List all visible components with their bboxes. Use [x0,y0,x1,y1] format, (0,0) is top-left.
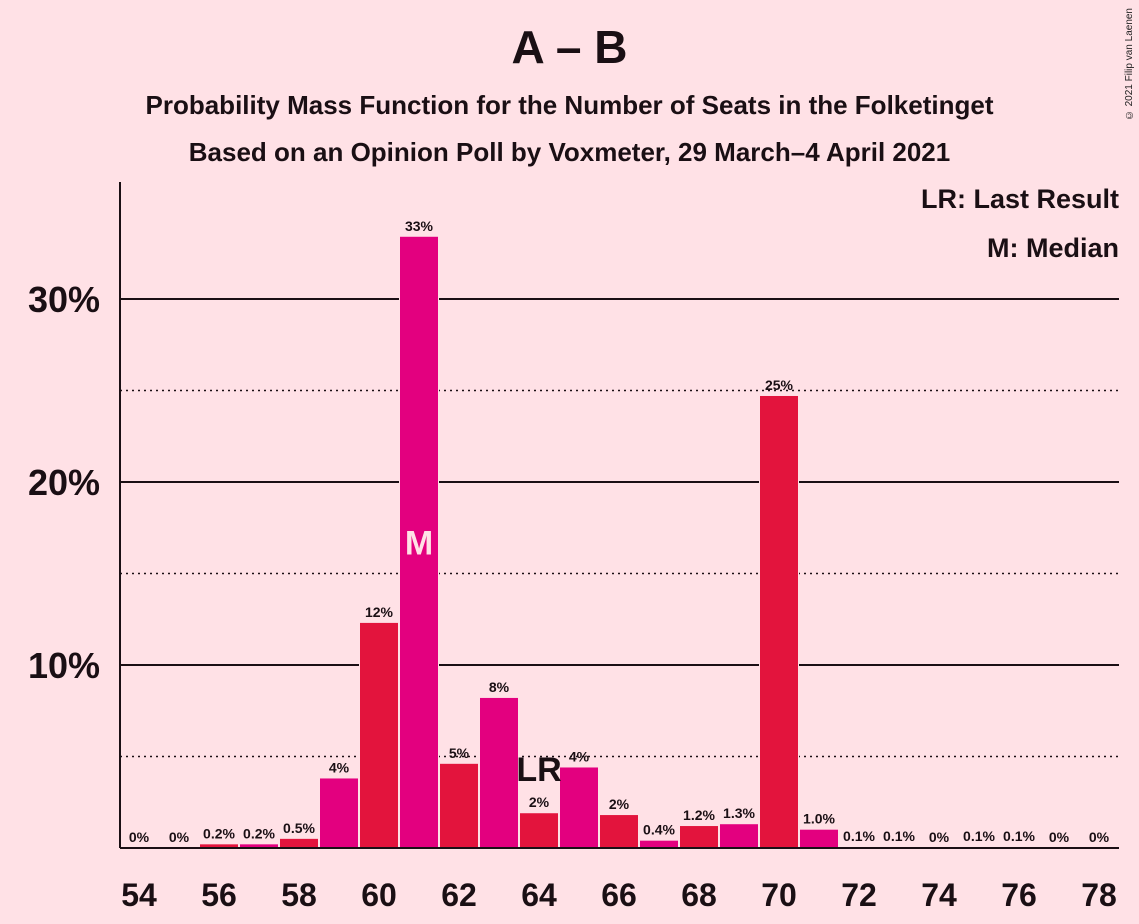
x-tick-label: 54 [121,877,157,913]
chart-title: A – B [511,21,628,73]
data-label: 0.1% [883,828,915,844]
data-label: 0% [1089,829,1110,845]
data-label: 1.2% [683,807,715,823]
data-label: 8% [489,679,510,695]
x-tick-label: 76 [1001,877,1037,913]
bar [720,824,758,848]
data-label: 0.1% [843,828,875,844]
bar [320,778,358,848]
data-label: 0% [929,829,950,845]
bar [280,838,318,848]
data-label: 4% [329,759,350,775]
x-tick-label: 66 [601,877,637,913]
x-tick-label: 56 [201,877,237,913]
x-tick-label: 70 [761,877,797,913]
chart-subtitle-poll: Based on an Opinion Poll by Voxmeter, 29… [188,137,951,167]
x-tick-label: 64 [521,877,557,913]
y-tick-label: 20% [28,462,100,503]
data-label: 0% [169,829,190,845]
bar [800,829,838,848]
data-label: 0.2% [203,825,235,841]
bar [440,763,478,848]
bar [560,767,598,848]
bar [640,840,678,848]
data-label: 0% [1049,829,1070,845]
bar [760,395,798,848]
data-label: 2% [529,794,550,810]
data-label: 0.1% [963,828,995,844]
x-tick-label: 68 [681,877,717,913]
bar [400,236,438,848]
bar [680,826,718,848]
data-label: 0.2% [243,825,275,841]
bar [480,697,518,848]
x-tick-label: 60 [361,877,397,913]
data-label: 0% [129,829,150,845]
data-label: 1.0% [803,811,835,827]
data-label: 0.5% [283,820,315,836]
data-label: 4% [569,748,590,764]
x-tick-label: 72 [841,877,877,913]
data-label: 0.1% [1003,828,1035,844]
data-label: 33% [405,218,434,234]
bar [600,815,638,848]
bar [200,844,238,848]
data-label: 2% [609,796,630,812]
y-tick-label: 10% [28,645,100,686]
bar [240,844,278,848]
data-label: 5% [449,745,470,761]
bar [520,813,558,848]
x-tick-label: 58 [281,877,317,913]
data-label: 1.3% [723,805,755,821]
median-marker: M [405,524,433,562]
data-label: 0.4% [643,822,675,838]
x-tick-label: 78 [1081,877,1117,913]
data-label: 12% [365,604,394,620]
last-result-marker: LR [516,751,561,789]
chart-subtitle: Probability Mass Function for the Number… [145,90,994,120]
legend-last-result: LR: Last Result [920,184,1119,214]
legend-median: M: Median [987,233,1119,263]
y-tick-label: 30% [28,279,100,320]
x-tick-label: 74 [921,877,957,913]
x-tick-label: 62 [441,877,477,913]
data-label: 25% [765,377,794,393]
bar [360,622,398,848]
